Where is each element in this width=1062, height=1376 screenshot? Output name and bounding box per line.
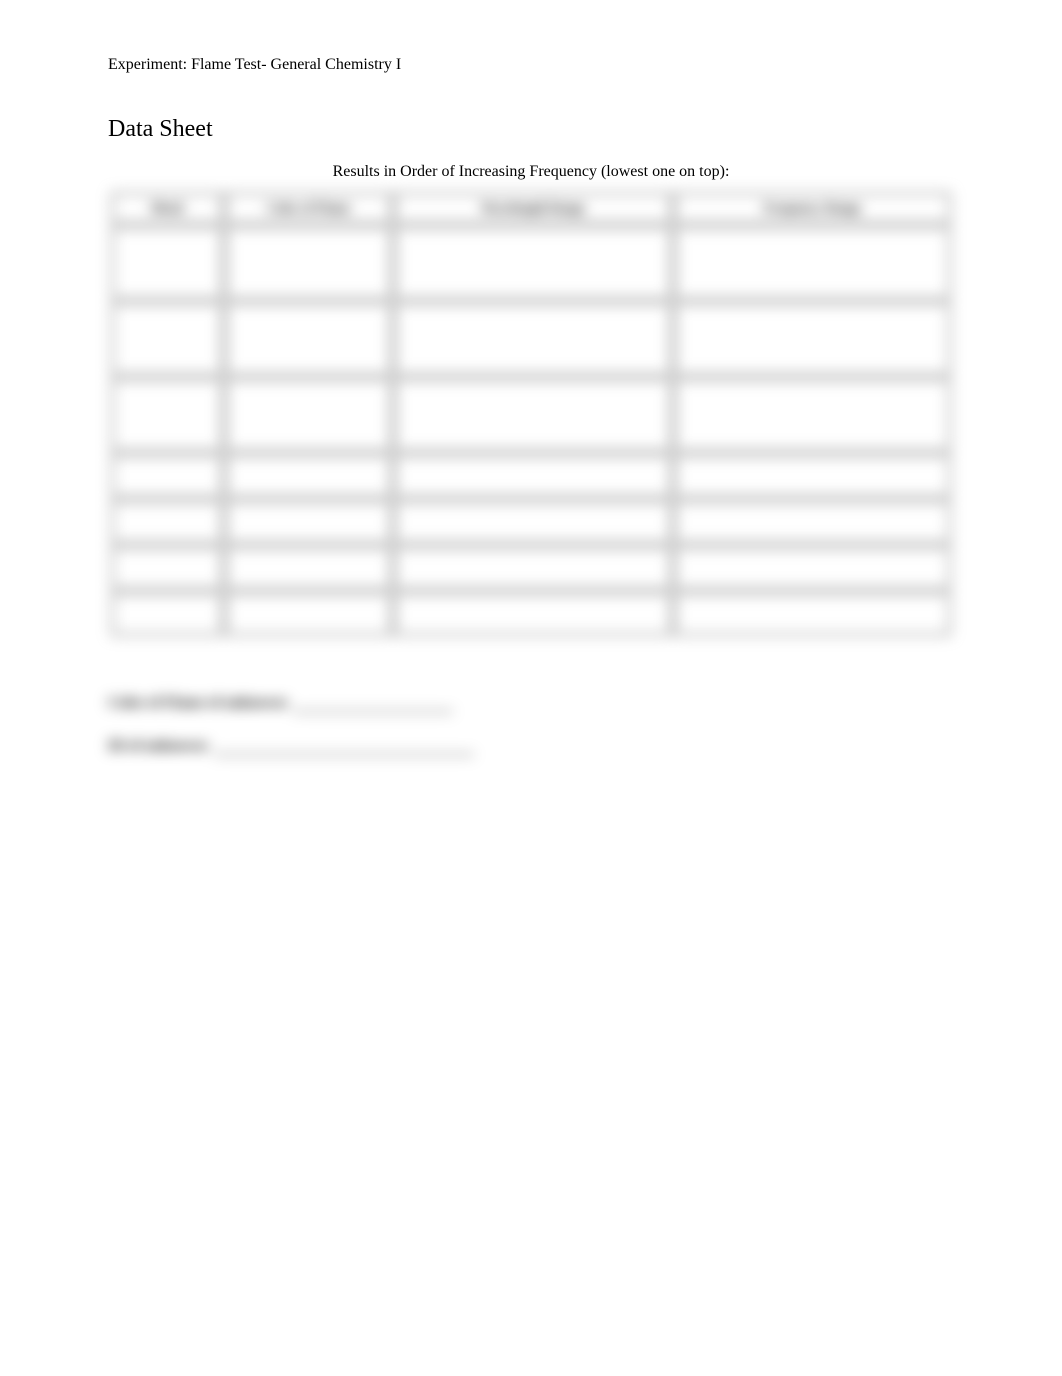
table-row	[112, 547, 950, 589]
unknown-id-blank	[214, 741, 474, 755]
table-row	[112, 501, 950, 543]
results-table: Metal Color of Flame Wavelength Range Fr…	[108, 189, 954, 639]
table-cell	[112, 547, 222, 589]
table-cell	[675, 227, 950, 299]
table-cell	[675, 501, 950, 543]
table-row	[112, 455, 950, 497]
table-row	[112, 303, 950, 375]
blurred-content-region: Metal Color of Flame Wavelength Range Fr…	[108, 189, 954, 755]
table-cell	[226, 593, 391, 635]
table-cell	[226, 303, 391, 375]
table-header-row: Metal Color of Flame Wavelength Range Fr…	[112, 193, 950, 223]
table-row	[112, 593, 950, 635]
col-header-frequency: Frequency Range	[675, 193, 950, 223]
table-cell	[395, 455, 670, 497]
table-cell	[675, 593, 950, 635]
table-cell	[112, 379, 222, 451]
unknown-id-label: ID of unknown:	[108, 738, 210, 755]
table-cell	[395, 303, 670, 375]
table-cell	[112, 501, 222, 543]
table-cell	[395, 227, 670, 299]
unknown-color-label: Color of Flame of unknown:	[108, 695, 289, 712]
unknown-color-field: Color of Flame of unknown:	[108, 695, 954, 712]
table-cell	[675, 547, 950, 589]
table-row	[112, 379, 950, 451]
table-caption: Results in Order of Increasing Frequency…	[108, 163, 954, 181]
table-cell	[395, 547, 670, 589]
table-cell	[112, 593, 222, 635]
table-cell	[675, 455, 950, 497]
table-cell	[112, 455, 222, 497]
section-title: Data Sheet	[108, 116, 954, 143]
table-cell	[226, 547, 391, 589]
table-cell	[395, 501, 670, 543]
col-header-color: Color of Flame	[226, 193, 391, 223]
table-cell	[226, 227, 391, 299]
unknown-color-blank	[293, 698, 453, 712]
table-cell	[112, 303, 222, 375]
table-cell	[226, 501, 391, 543]
table-cell	[112, 227, 222, 299]
page-header: Experiment: Flame Test- General Chemistr…	[108, 56, 954, 74]
col-header-metal: Metal	[112, 193, 222, 223]
table-row	[112, 227, 950, 299]
table-cell	[226, 455, 391, 497]
table-cell	[226, 379, 391, 451]
unknown-id-field: ID of unknown:	[108, 738, 954, 755]
col-header-wavelength: Wavelength Range	[395, 193, 670, 223]
table-cell	[395, 379, 670, 451]
table-cell	[675, 379, 950, 451]
table-cell	[675, 303, 950, 375]
table-cell	[395, 593, 670, 635]
